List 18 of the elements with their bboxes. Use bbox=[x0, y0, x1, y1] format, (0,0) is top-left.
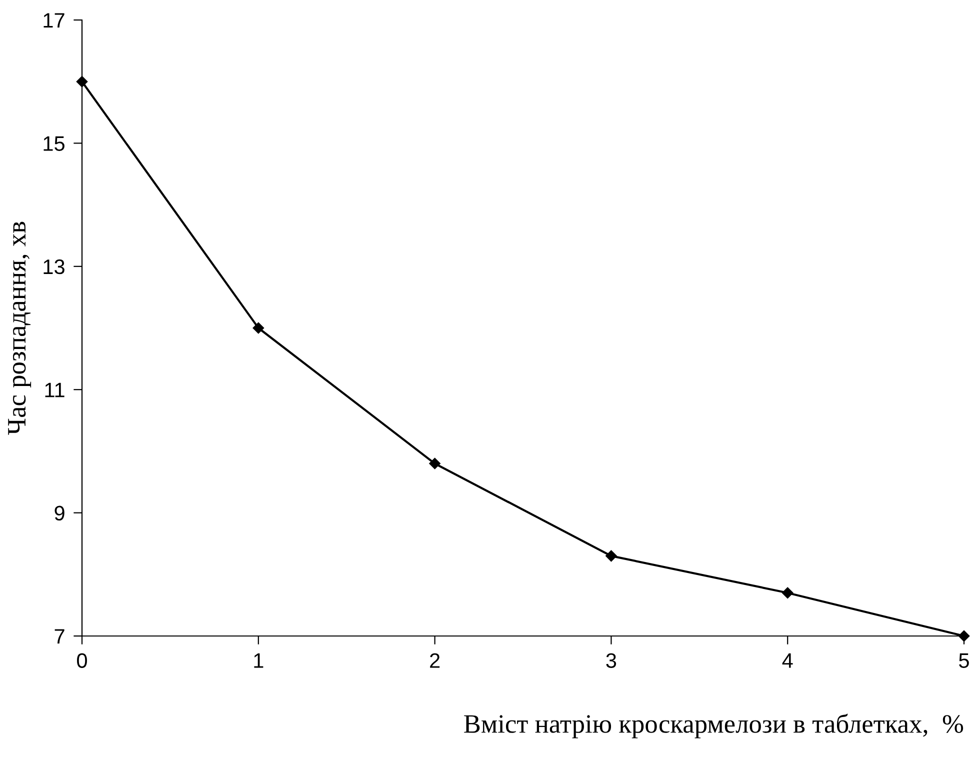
y-tick-label: 13 bbox=[44, 259, 64, 274]
y-tick-label: 11 bbox=[45, 382, 64, 398]
x-tick-label: 2 bbox=[430, 653, 440, 668]
point bbox=[252, 322, 264, 334]
x-tick-label: 4 bbox=[782, 653, 793, 668]
x-tick-label: 3 bbox=[606, 653, 616, 668]
point bbox=[429, 458, 440, 470]
y-tick-label: 15 bbox=[44, 136, 64, 151]
point bbox=[606, 550, 617, 562]
y-tick-label: 9 bbox=[54, 506, 64, 521]
x-tick-label: 0 bbox=[77, 653, 87, 668]
point bbox=[782, 587, 794, 598]
y-axis-title: Час розпадання, хв bbox=[8, 222, 32, 435]
y-tick-label: 7 bbox=[54, 629, 64, 644]
x-tick-label: 5 bbox=[959, 653, 969, 668]
x-tick-label: 1 bbox=[254, 653, 264, 668]
y-tick-label: 17 bbox=[44, 13, 64, 28]
x-axis-title: Вміст натрію кроскармелози в таблетках, % bbox=[464, 714, 964, 738]
